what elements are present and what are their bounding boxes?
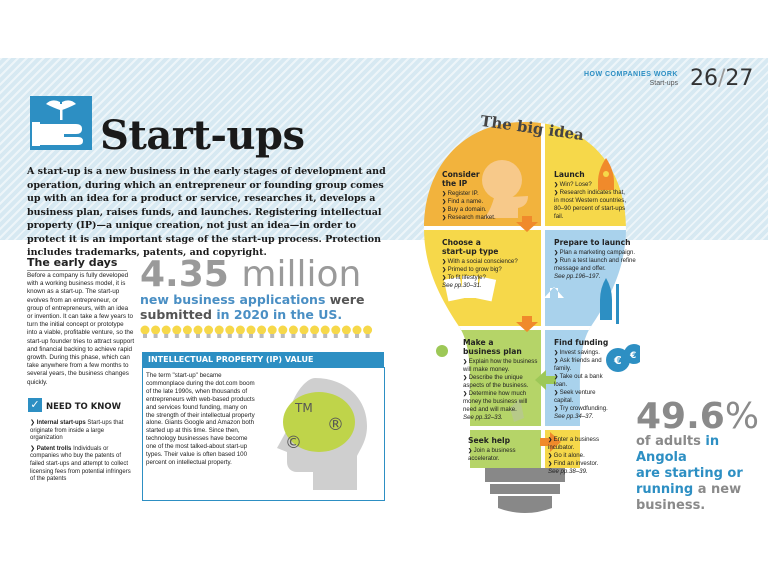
stat-caption-c: submitted xyxy=(140,307,212,322)
stat-caption-a: of adults xyxy=(636,434,701,449)
page-reference: See pp.32–33. xyxy=(463,414,503,421)
need-to-know-heading: NEED TO KNOW xyxy=(46,402,122,412)
list-item: Try crowdfunding. xyxy=(554,405,614,413)
list-item: Seek venture capital. xyxy=(554,389,614,405)
heading-line: business plan xyxy=(463,347,522,356)
list-item: Explain how the business will make money… xyxy=(463,358,539,374)
find-funding-section: Find funding Invest savings. Ask friends… xyxy=(554,338,614,421)
definition: Individuals or companies who buy the pat… xyxy=(30,445,131,483)
list-item: Take out a bank loan. xyxy=(554,373,614,389)
prepare-launch-section: Prepare to launch Plan a marketing campa… xyxy=(554,238,644,281)
page-left: 26 xyxy=(690,66,718,91)
list-item: Find an investor. xyxy=(548,460,616,468)
stat-value: 4.35 xyxy=(140,254,229,295)
definition: Start-ups that originate from inside a l… xyxy=(30,420,124,442)
heading-line: start-up type xyxy=(442,247,499,256)
section-label: HOW COMPANIES WORK xyxy=(583,71,678,78)
list-item: Buy a domain. xyxy=(442,206,522,214)
stat-caption-f: business. xyxy=(636,498,706,513)
section-heading: Launch xyxy=(554,170,585,179)
list-item: ❯ Patent trolls Individuals or companies… xyxy=(30,445,131,483)
divider xyxy=(27,270,127,271)
page-title: Start-ups xyxy=(100,112,305,159)
stat-number: 4.35 million xyxy=(140,254,361,295)
euro-symbol: € xyxy=(613,354,622,367)
list-item: ❯ Internal start-ups Start-ups that orig… xyxy=(30,420,124,442)
top-band xyxy=(0,58,768,240)
list-item: Plan a marketing campaign. xyxy=(554,249,644,257)
list-item: Enter a business incubator. xyxy=(548,436,616,452)
list-item: Find a name. xyxy=(442,198,522,206)
list-item: Research indicates that, in most Western… xyxy=(554,189,630,221)
ip-box-body: The term "start-up" became commonplace d… xyxy=(146,372,255,466)
stat-caption-b: were xyxy=(329,292,365,307)
stat-unit: million xyxy=(241,254,362,295)
running-header: HOW COMPANIES WORK Start-ups xyxy=(584,70,678,88)
heading-line: Choose a xyxy=(442,238,481,247)
page-reference: See pp.38–39. xyxy=(548,468,588,475)
list-item: Describe the unique aspects of the busin… xyxy=(463,374,539,390)
launch-section: Launch Win? Lose? Research indicates tha… xyxy=(554,170,630,221)
list-item: With a social conscience? xyxy=(442,258,528,266)
list-item: Go it alone. xyxy=(548,452,616,460)
list-item: Join a business accelerator. xyxy=(468,447,532,463)
list-item: Primed to grow big? xyxy=(442,266,528,274)
ip-box: TM ® © xyxy=(142,367,385,501)
section-heading: Find funding xyxy=(554,338,609,347)
list-item: Determine how much money the business wi… xyxy=(463,390,539,414)
stat-value: 49.6 xyxy=(636,396,725,437)
ip-box-heading: INTELLECTUAL PROPERTY (IP) VALUE xyxy=(142,352,384,367)
stat-number: 49.6% xyxy=(636,396,759,437)
section-heading: Consider the IP xyxy=(442,170,522,188)
copyright-symbol: © xyxy=(285,433,302,453)
heading-line: Consider xyxy=(442,170,480,179)
page-reference: See pp.30–31. xyxy=(442,282,482,289)
registered-symbol: ® xyxy=(327,415,344,435)
stat-caption: of adults in Angola are starting or runn… xyxy=(636,434,766,514)
stat-caption-b: in Angola xyxy=(636,434,720,465)
lightbulb-row-icon xyxy=(140,324,380,340)
page-reference: See pp.34–37. xyxy=(554,413,594,420)
list-item: Invest savings. xyxy=(554,349,614,357)
page-reference: See pp.196–197. xyxy=(554,273,601,280)
section-heading: Choose a start-up type xyxy=(442,238,528,256)
stat-caption-c: are starting or xyxy=(636,466,743,481)
stat-caption: new business applications were submitted… xyxy=(140,292,370,322)
list-item: Win? Lose? xyxy=(554,181,630,189)
list-item: Ask friends and family. xyxy=(554,357,614,373)
early-days-body: Before a company is fully developed with… xyxy=(27,272,135,386)
page-right: 27 xyxy=(725,66,754,91)
seek-help-options: Enter a business incubator. Go it alone.… xyxy=(548,436,616,476)
trademark-symbol: TM xyxy=(294,401,313,415)
heading-line: Make a xyxy=(463,338,494,347)
section-heading: Prepare to launch xyxy=(554,238,631,247)
stat-unit: % xyxy=(724,396,760,437)
need-to-know-list: ❯ Internal start-ups Start-ups that orig… xyxy=(30,420,134,484)
hand-plant-icon xyxy=(30,96,92,150)
euro-symbol: € xyxy=(629,351,636,361)
heading-line: the IP xyxy=(442,179,468,188)
early-days-heading: The early days xyxy=(27,256,118,269)
intro-paragraph: A start-up is a new business in the earl… xyxy=(27,166,386,258)
term: Patent trolls xyxy=(36,445,72,452)
head-profile-icon: TM ® © xyxy=(277,378,367,490)
list-item: To fit lifestyle? xyxy=(442,274,528,282)
list-item: Register IP. xyxy=(442,190,522,198)
stat-caption-d: running xyxy=(636,482,694,497)
list-item: Run a test launch and refine message and… xyxy=(554,257,644,273)
section-heading: Seek help xyxy=(468,436,511,445)
seek-help-section: Seek help Join a business accelerator. xyxy=(468,436,532,463)
subsection-label: Start-ups xyxy=(649,80,678,87)
list-item: Research market. xyxy=(442,214,522,222)
stat-caption-a: new business applications xyxy=(140,292,326,307)
stat-caption-d: in 2020 in the US. xyxy=(216,307,343,322)
stat-caption-e: a new xyxy=(697,482,742,497)
page-numbers: 26/27 xyxy=(690,66,754,91)
section-heading: Make a business plan xyxy=(463,338,539,356)
term: Internal start-ups xyxy=(36,420,86,426)
checkmark-icon: ✓ xyxy=(28,398,42,412)
